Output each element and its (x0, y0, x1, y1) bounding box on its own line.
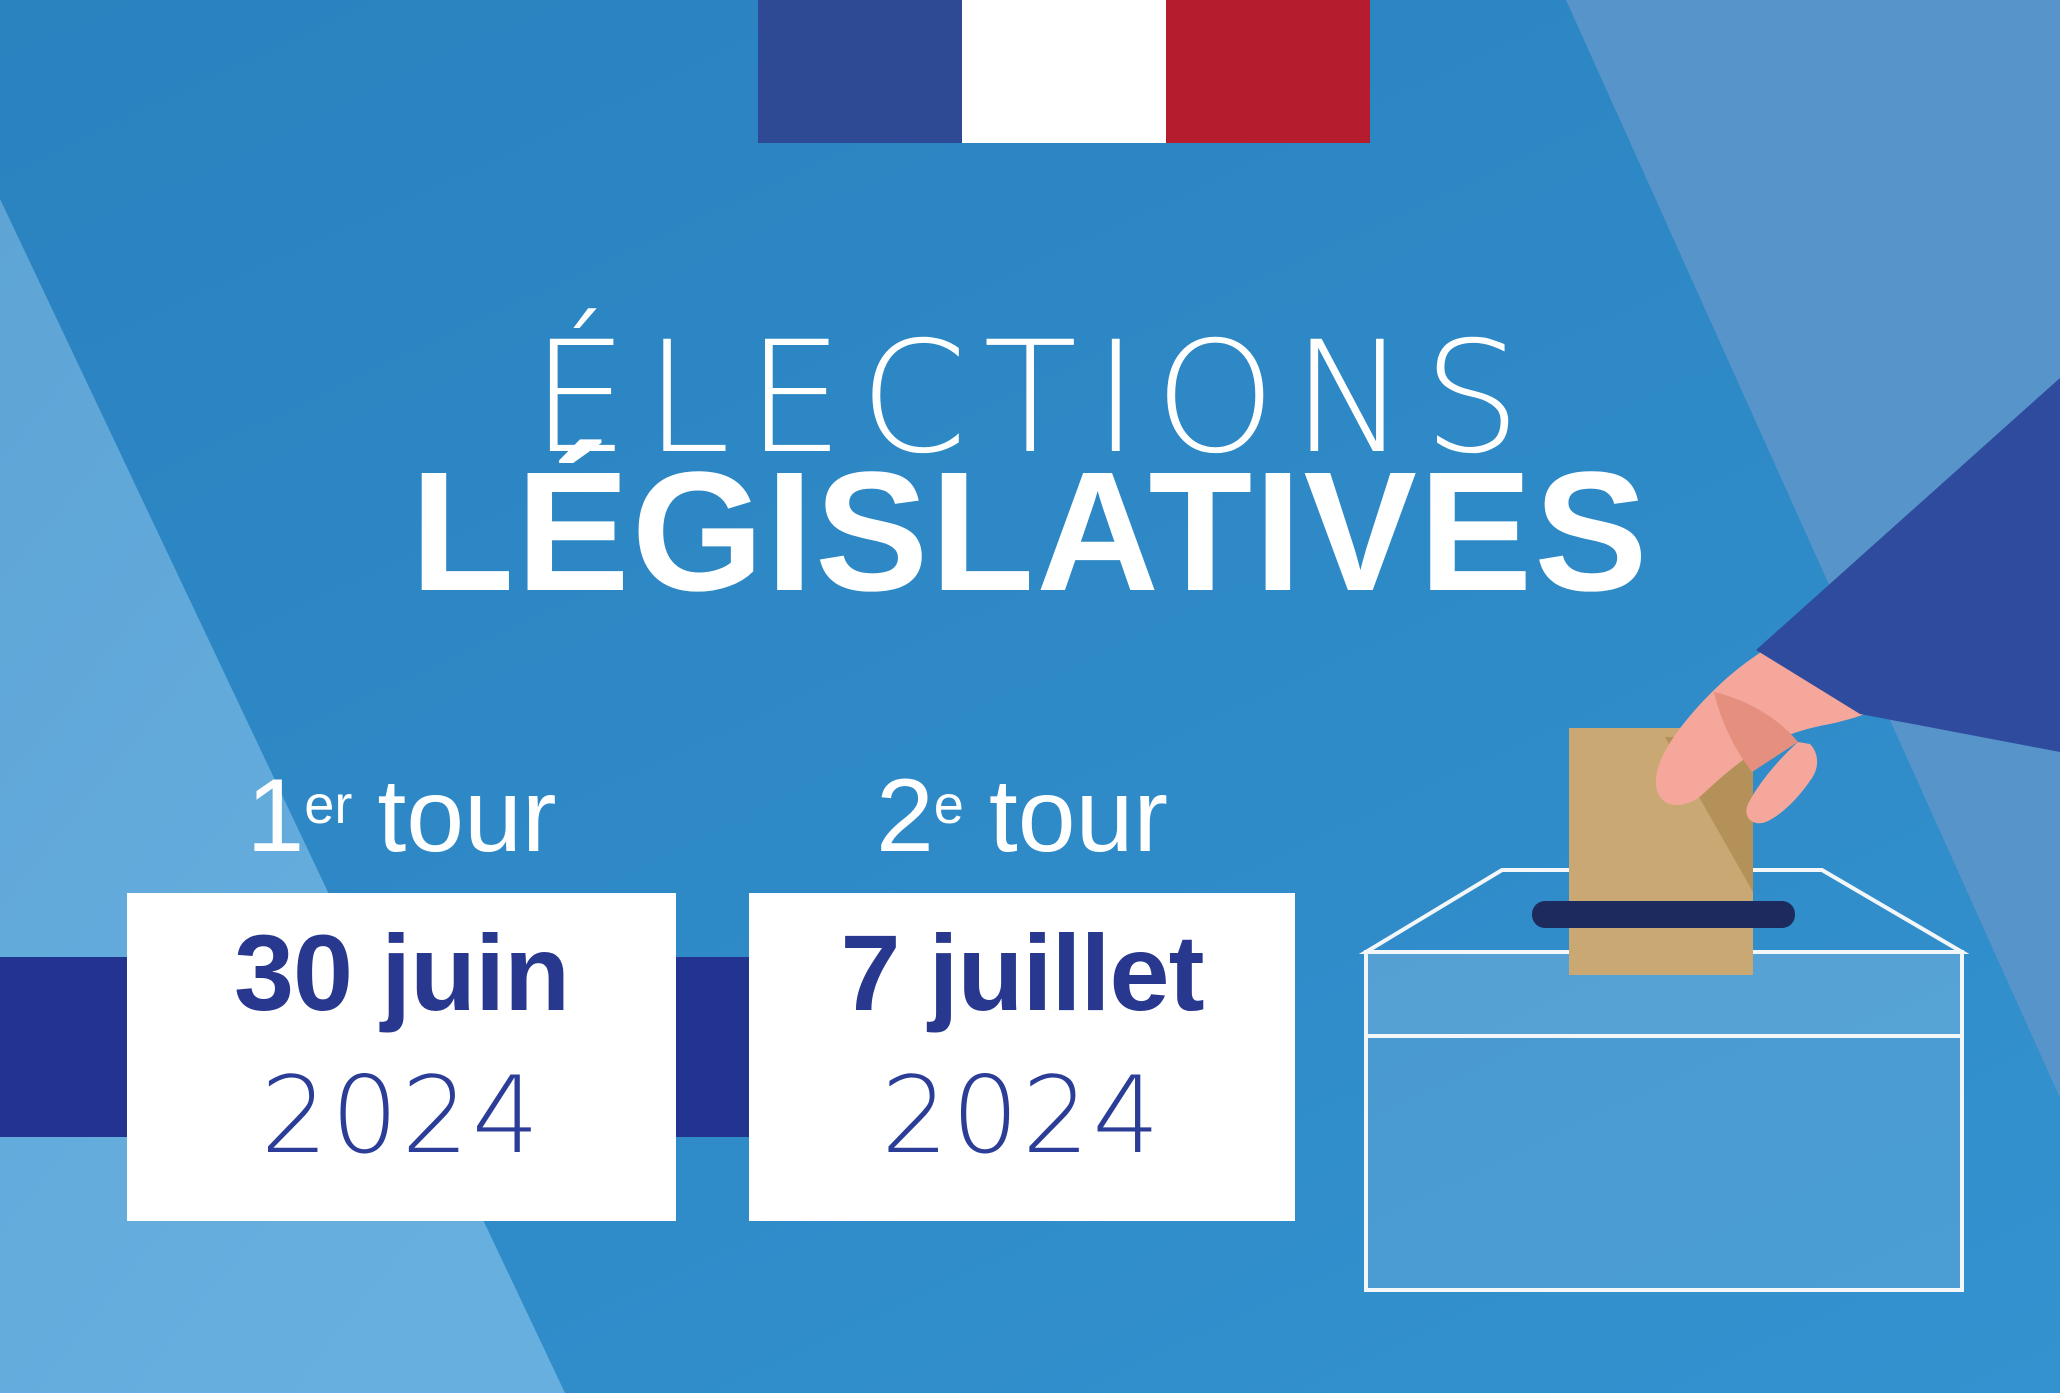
round-1-date: 30 juin (233, 912, 570, 1033)
round-1-label: 1er tour (127, 764, 676, 874)
flag-blue-stripe (758, 0, 962, 143)
poster-title-line1: ÉLECTIONS (531, 309, 1537, 488)
sleeve (1756, 378, 2060, 752)
round-2-word: tour (988, 758, 1169, 874)
flag-white-stripe (962, 0, 1166, 143)
flag-red-stripe (1166, 0, 1370, 143)
hand-index-finger (1746, 742, 1818, 824)
round-2-ordinal-suffix: e (933, 774, 964, 835)
poster-title-line2: LÉGISLATIVES (410, 437, 1650, 627)
round-1-date-card: 30 juin 2024 (127, 893, 676, 1221)
round-1-word: tour (377, 758, 557, 874)
round-2-date: 7 juillet (840, 912, 1204, 1033)
round-2-date-card: 7 juillet 2024 (749, 893, 1295, 1221)
round-1-year: 2024 (260, 1054, 543, 1177)
ballot-box-lid-band (1364, 950, 1964, 1038)
right-diagonal-shape (1566, 0, 2060, 1098)
round-1-ordinal-suffix: er (304, 774, 353, 835)
round-2-label: 2e tour (749, 764, 1295, 874)
ballot-box-slot (1532, 901, 1795, 928)
french-flag-icon (758, 0, 1370, 143)
hand-finger-shadow (1714, 692, 1798, 772)
round-1-ordinal: 1 (246, 758, 305, 874)
round-2-year: 2024 (881, 1054, 1163, 1177)
round-2-ordinal: 2 (875, 758, 934, 874)
ballot-box-body (1364, 1034, 1964, 1292)
